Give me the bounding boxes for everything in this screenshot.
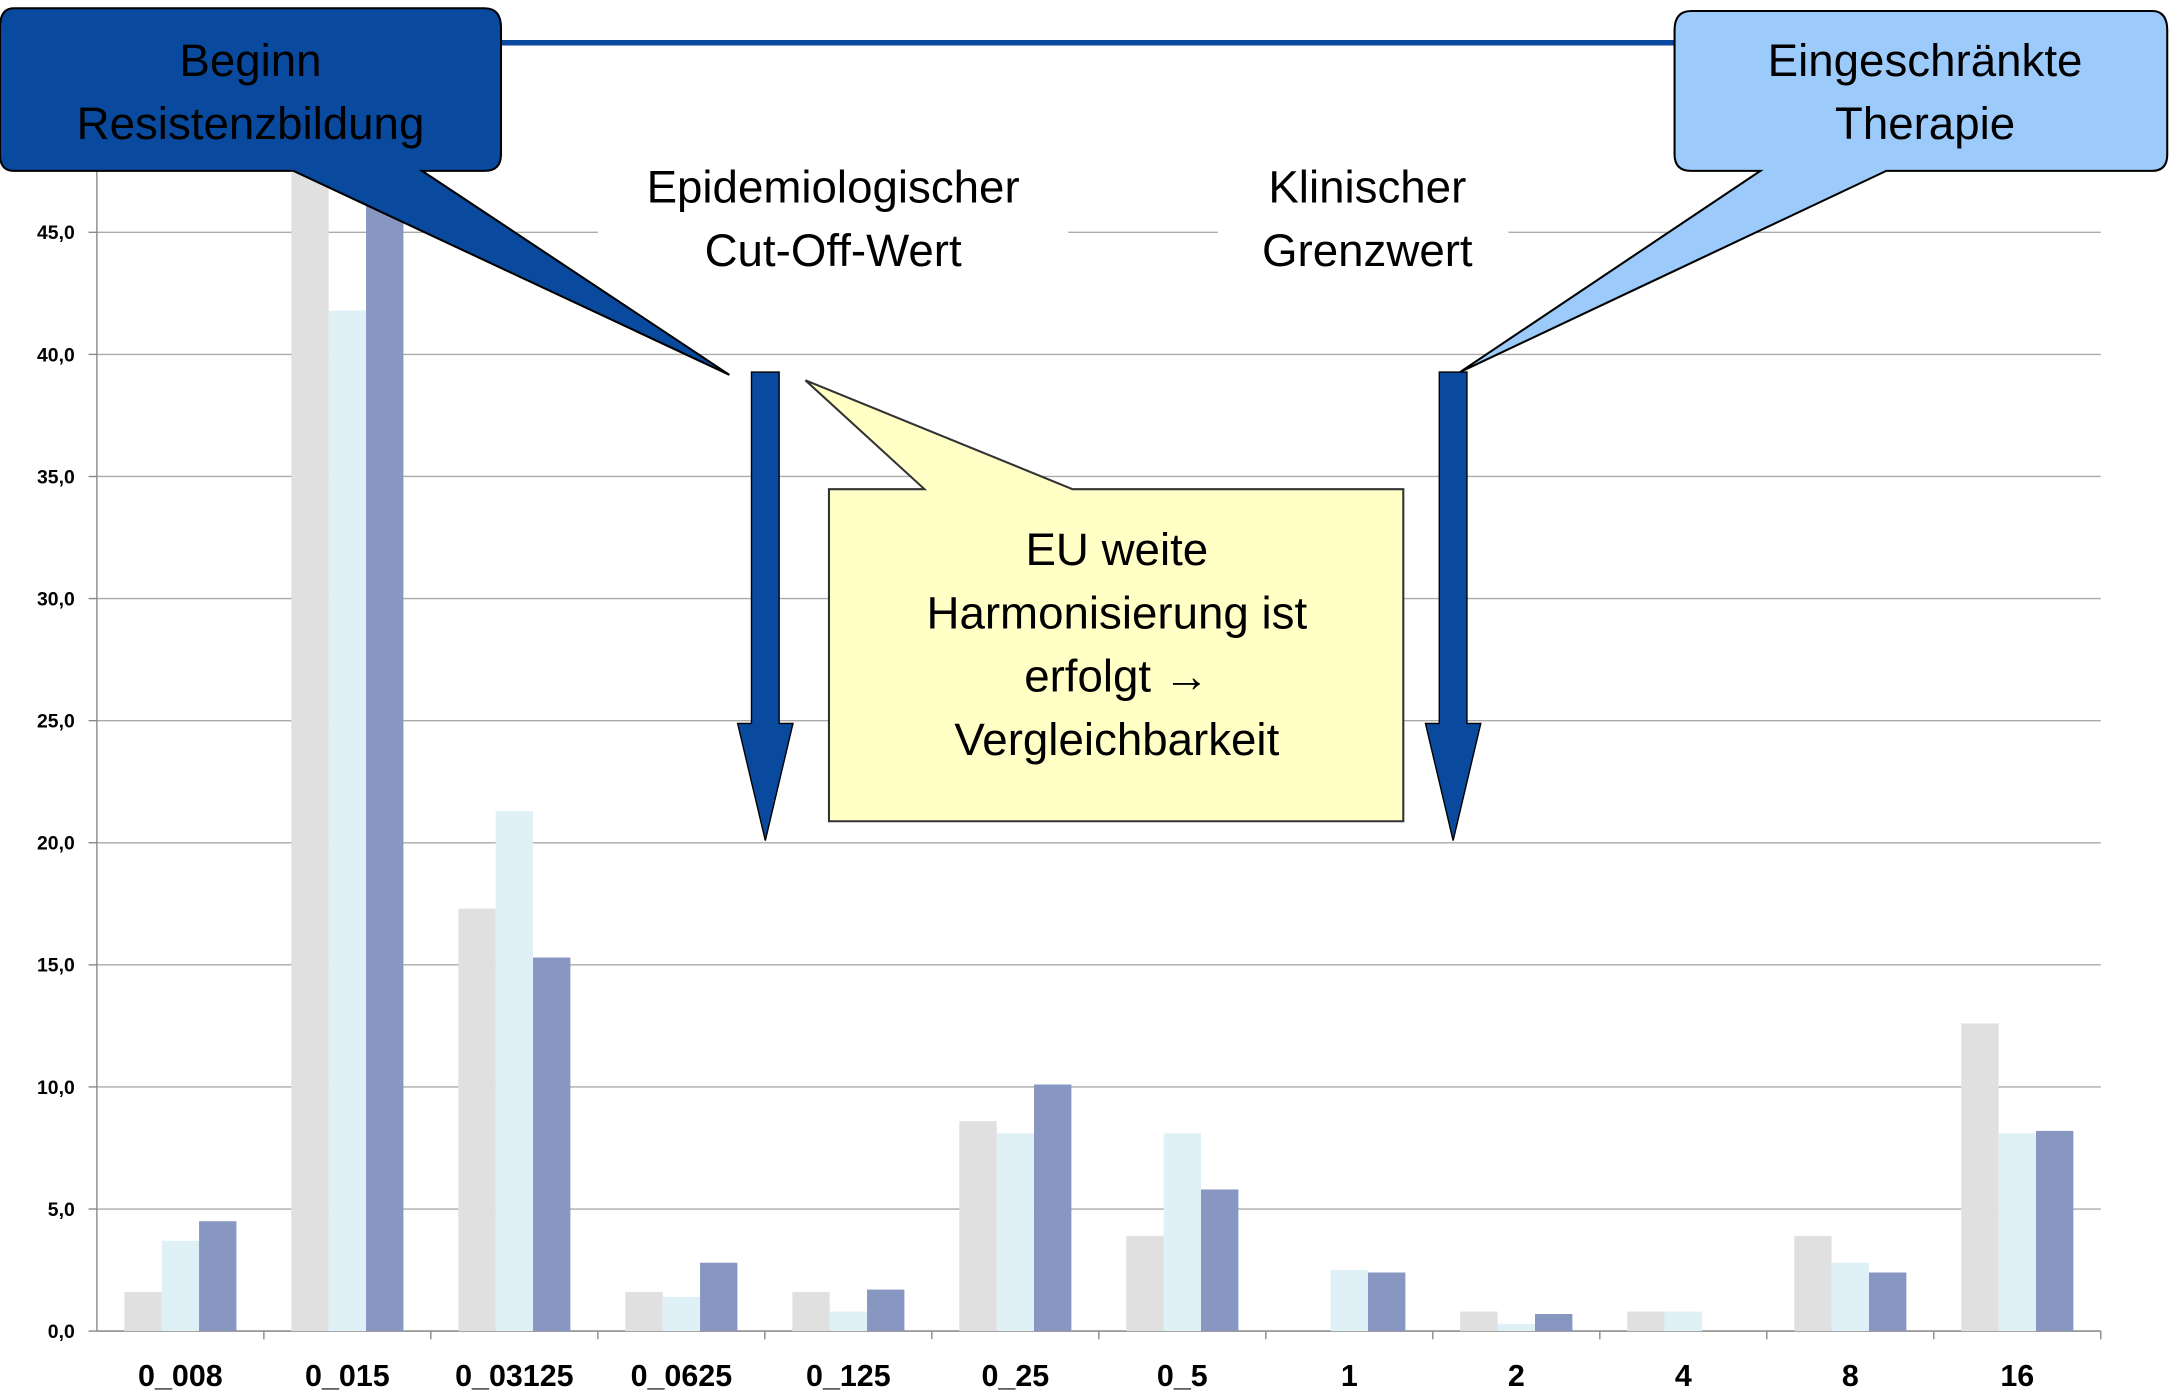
annotation-text: Grenzwert bbox=[1262, 225, 1473, 276]
y-tick-label: 40,0 bbox=[37, 345, 75, 366]
x-tick-label: 0_03125 bbox=[455, 1359, 574, 1393]
x-tick-label: 2 bbox=[1508, 1359, 1525, 1393]
bar bbox=[1998, 1133, 2036, 1332]
callout-right bbox=[1459, 9, 2169, 373]
bar bbox=[1535, 1314, 1573, 1332]
bar bbox=[291, 159, 329, 1332]
bar bbox=[495, 811, 534, 1332]
x-tick-label: 0_125 bbox=[806, 1359, 891, 1393]
bar bbox=[124, 1292, 162, 1332]
callout-center bbox=[804, 379, 1405, 823]
bars bbox=[124, 159, 2074, 1332]
bar bbox=[1368, 1272, 1406, 1332]
bar bbox=[328, 310, 367, 1332]
y-tick-label: 45,0 bbox=[37, 223, 75, 244]
x-tick-label: 8 bbox=[1842, 1359, 1859, 1393]
x-tick-label: 0_5 bbox=[1157, 1359, 1208, 1393]
x-tick-label: 1 bbox=[1341, 1359, 1358, 1393]
bar bbox=[1794, 1235, 1832, 1332]
bar bbox=[700, 1262, 738, 1332]
bar bbox=[533, 957, 571, 1332]
bar bbox=[996, 1133, 1035, 1332]
x-tick-label: 0_25 bbox=[981, 1359, 1049, 1393]
annotation-text: Cut-Off-Wert bbox=[705, 225, 962, 276]
bar bbox=[458, 908, 496, 1332]
bar bbox=[1664, 1311, 1703, 1332]
bar bbox=[1497, 1323, 1536, 1332]
y-tick-label: 35,0 bbox=[37, 467, 75, 488]
y-tick-label: 20,0 bbox=[37, 834, 75, 855]
axes: 0,0 5,0 10,0 15,0 20,0 25,0 30,0 35,0 40,0 45,0 0_… bbox=[37, 110, 2102, 1393]
x-tick-label: 4 bbox=[1675, 1359, 1692, 1393]
y-tick-label: 5,0 bbox=[48, 1200, 75, 1221]
annotation-text: Therapie bbox=[1835, 98, 2015, 149]
bar bbox=[199, 1221, 237, 1332]
bar bbox=[1330, 1270, 1369, 1332]
y-tick-label: 0,0 bbox=[48, 1322, 75, 1343]
bar bbox=[867, 1289, 905, 1332]
x-tick-label: 0_015 bbox=[305, 1359, 390, 1393]
y-tick-label: 15,0 bbox=[37, 956, 75, 977]
x-tick-label: 0_0625 bbox=[631, 1359, 733, 1393]
x-tick-label: 16 bbox=[2000, 1359, 2034, 1393]
annotation-text: Harmonisierung ist bbox=[926, 587, 1307, 638]
x-tick-label: 0_008 bbox=[138, 1359, 223, 1393]
label-bg bbox=[597, 151, 1069, 290]
bar bbox=[1961, 1023, 1999, 1332]
bar bbox=[1163, 1133, 1202, 1332]
annotation-text: Eingeschränkte bbox=[1768, 35, 2083, 86]
annotation-text: Klinischer bbox=[1268, 162, 1466, 213]
y-tick-label: 30,0 bbox=[37, 590, 75, 611]
bar bbox=[366, 195, 404, 1332]
annotations: Beginn Resistenzbildung Eingeschränkte Ther… bbox=[77, 35, 2083, 765]
bar bbox=[1627, 1311, 1665, 1332]
y-tick-label: 10,0 bbox=[37, 1078, 75, 1099]
bar bbox=[959, 1121, 997, 1332]
annotation-text: erfolgt → bbox=[1024, 651, 1209, 702]
bar bbox=[625, 1292, 663, 1332]
y-tick-label: 25,0 bbox=[37, 712, 75, 733]
bar bbox=[1126, 1235, 1164, 1332]
bar bbox=[2035, 1130, 2074, 1332]
annotation-text: EU weite bbox=[1025, 524, 1208, 575]
bar bbox=[1034, 1084, 1072, 1332]
annotation-text: Vergleichbarkeit bbox=[954, 714, 1279, 765]
label-bg bbox=[1217, 151, 1509, 290]
annotation-text: Beginn bbox=[179, 35, 321, 86]
bar bbox=[161, 1240, 200, 1332]
arrow bbox=[1424, 371, 1482, 841]
bar bbox=[792, 1292, 830, 1332]
callout-left bbox=[0, 7, 730, 376]
annotation-text: Epidemiologischer bbox=[647, 162, 1020, 213]
bar bbox=[1201, 1189, 1239, 1332]
arrow bbox=[736, 371, 794, 841]
annotation-text: Resistenzbildung bbox=[77, 98, 425, 149]
bar bbox=[1460, 1311, 1498, 1332]
bar bbox=[1868, 1272, 1907, 1332]
bar bbox=[829, 1311, 868, 1332]
bar bbox=[1831, 1262, 1869, 1332]
bar bbox=[662, 1296, 701, 1332]
